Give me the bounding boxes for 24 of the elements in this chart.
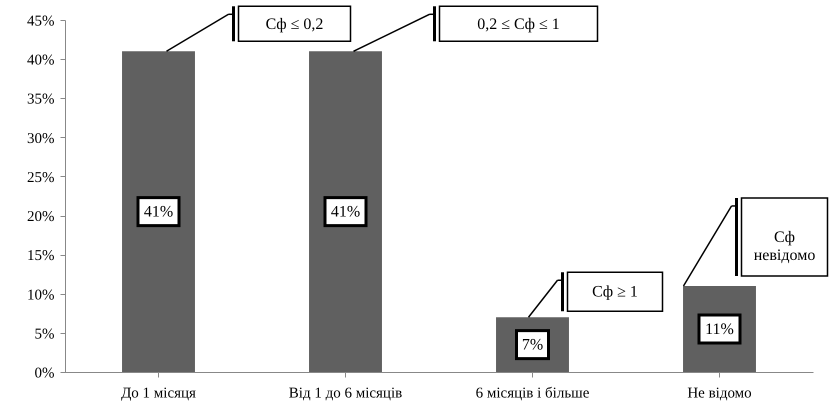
annotation: 0,2 ≤ Сф ≤ 1 — [477, 16, 560, 33]
x-tick-label: Не відомо — [687, 386, 752, 402]
x-tick-label: До 1 місяця — [121, 386, 196, 402]
y-tick-label: 20% — [27, 209, 54, 226]
y-tick-label: 15% — [27, 248, 54, 264]
y-tick-label: 5% — [34, 326, 54, 342]
annotation: Сф ≤ 0,2 — [266, 16, 324, 33]
data-label: 7% — [522, 336, 544, 354]
y-tick-label: 0% — [34, 366, 54, 382]
y-tick-label: 10% — [27, 287, 54, 304]
y-tick-label: 25% — [27, 170, 54, 186]
bar — [122, 51, 195, 372]
annotation: Сф невідомо — [754, 228, 816, 264]
y-tick-label: 45% — [27, 14, 54, 30]
data-label: 11% — [705, 320, 734, 338]
y-tick-label: 35% — [27, 92, 54, 108]
x-tick-label: Від 1 до 6 місяців — [288, 386, 402, 402]
bar — [309, 51, 382, 372]
x-tick-label: 6 місяців і більше — [476, 386, 590, 402]
data-label: 41% — [330, 204, 360, 221]
data-label: 41% — [144, 204, 174, 221]
annotation: Сф ≥ 1 — [592, 284, 638, 301]
y-tick-label: 30% — [27, 130, 54, 147]
y-tick-label: 40% — [27, 52, 54, 69]
